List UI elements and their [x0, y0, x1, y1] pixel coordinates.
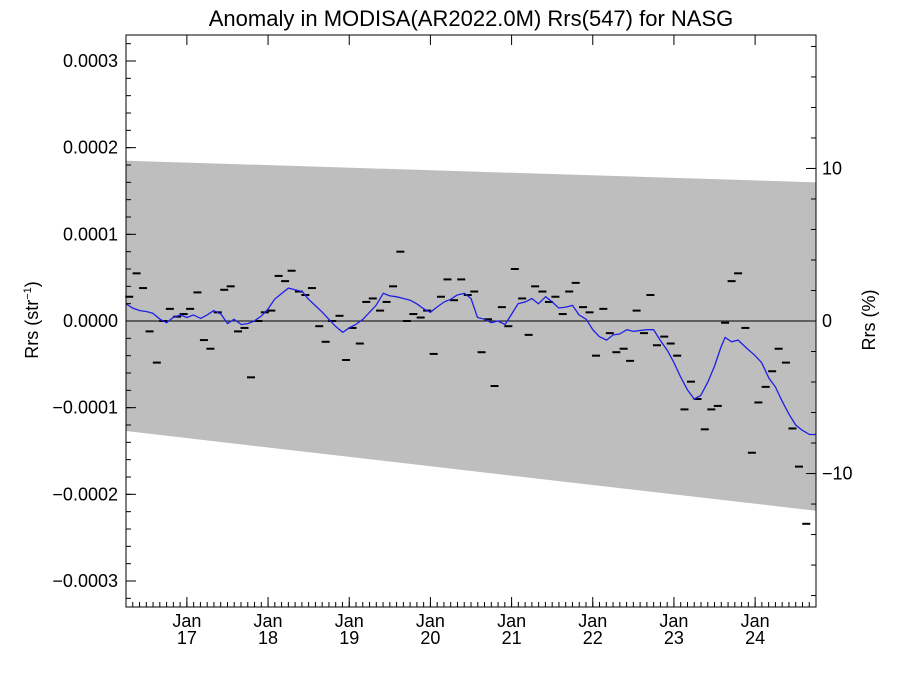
x-tick-month: Jan: [172, 611, 201, 631]
x-tick-year: 21: [502, 628, 522, 648]
y-tick-label: −0.0001: [52, 398, 118, 418]
x-tick-year: 17: [177, 628, 197, 648]
x-tick-month: Jan: [335, 611, 364, 631]
x-tick-month: Jan: [741, 611, 770, 631]
y-tick-label: 0.0002: [63, 138, 118, 158]
running-mean-layer: [125, 287, 816, 436]
x-tick-year: 20: [420, 628, 440, 648]
y2-tick-label: −10: [822, 464, 853, 484]
y-tick-label: 0.0003: [63, 51, 118, 71]
uncertainty-band-layer: [126, 160, 816, 511]
monthly-anomaly-layer: [125, 250, 811, 525]
y-tick-label: −0.0003: [52, 571, 118, 591]
x-tick-year: 23: [664, 628, 684, 648]
x-tick-year: 18: [258, 628, 278, 648]
chart-title: Anomaly in MODISA(AR2022.0M) Rrs(547) fo…: [209, 6, 734, 31]
y-tick-label: 0.0000: [63, 311, 118, 331]
x-tick-month: Jan: [254, 611, 283, 631]
y-label-left-text: Rrs (str: [22, 300, 42, 359]
y-axis-label-right: Rrs (%): [859, 290, 879, 351]
x-tick-month: Jan: [416, 611, 445, 631]
x-tick-year: 19: [339, 628, 359, 648]
running-mean-line: [125, 287, 816, 436]
y2-tick-label: 10: [822, 158, 842, 178]
uncertainty-band: [126, 160, 816, 511]
x-tick-month: Jan: [497, 611, 526, 631]
y-axis-left: 0.0003 0.0002 0.0001 0.0000 −0.0001 −0.0002 −0…: [52, 43, 136, 599]
x-tick-year: 22: [583, 628, 603, 648]
x-tick-month: Jan: [659, 611, 688, 631]
y2-tick-label: 0: [822, 311, 832, 331]
y-label-left-close: ): [22, 281, 42, 287]
y-tick-label: −0.0002: [52, 484, 118, 504]
y-axis-right: 10 0 −10: [806, 45, 853, 597]
x-tick-year: 24: [745, 628, 765, 648]
y-tick-label: 0.0001: [63, 224, 118, 244]
y-label-left-superscript: −1: [22, 287, 34, 300]
y-axis-label-left: Rrs (str−1): [22, 281, 42, 359]
x-tick-month: Jan: [578, 611, 607, 631]
